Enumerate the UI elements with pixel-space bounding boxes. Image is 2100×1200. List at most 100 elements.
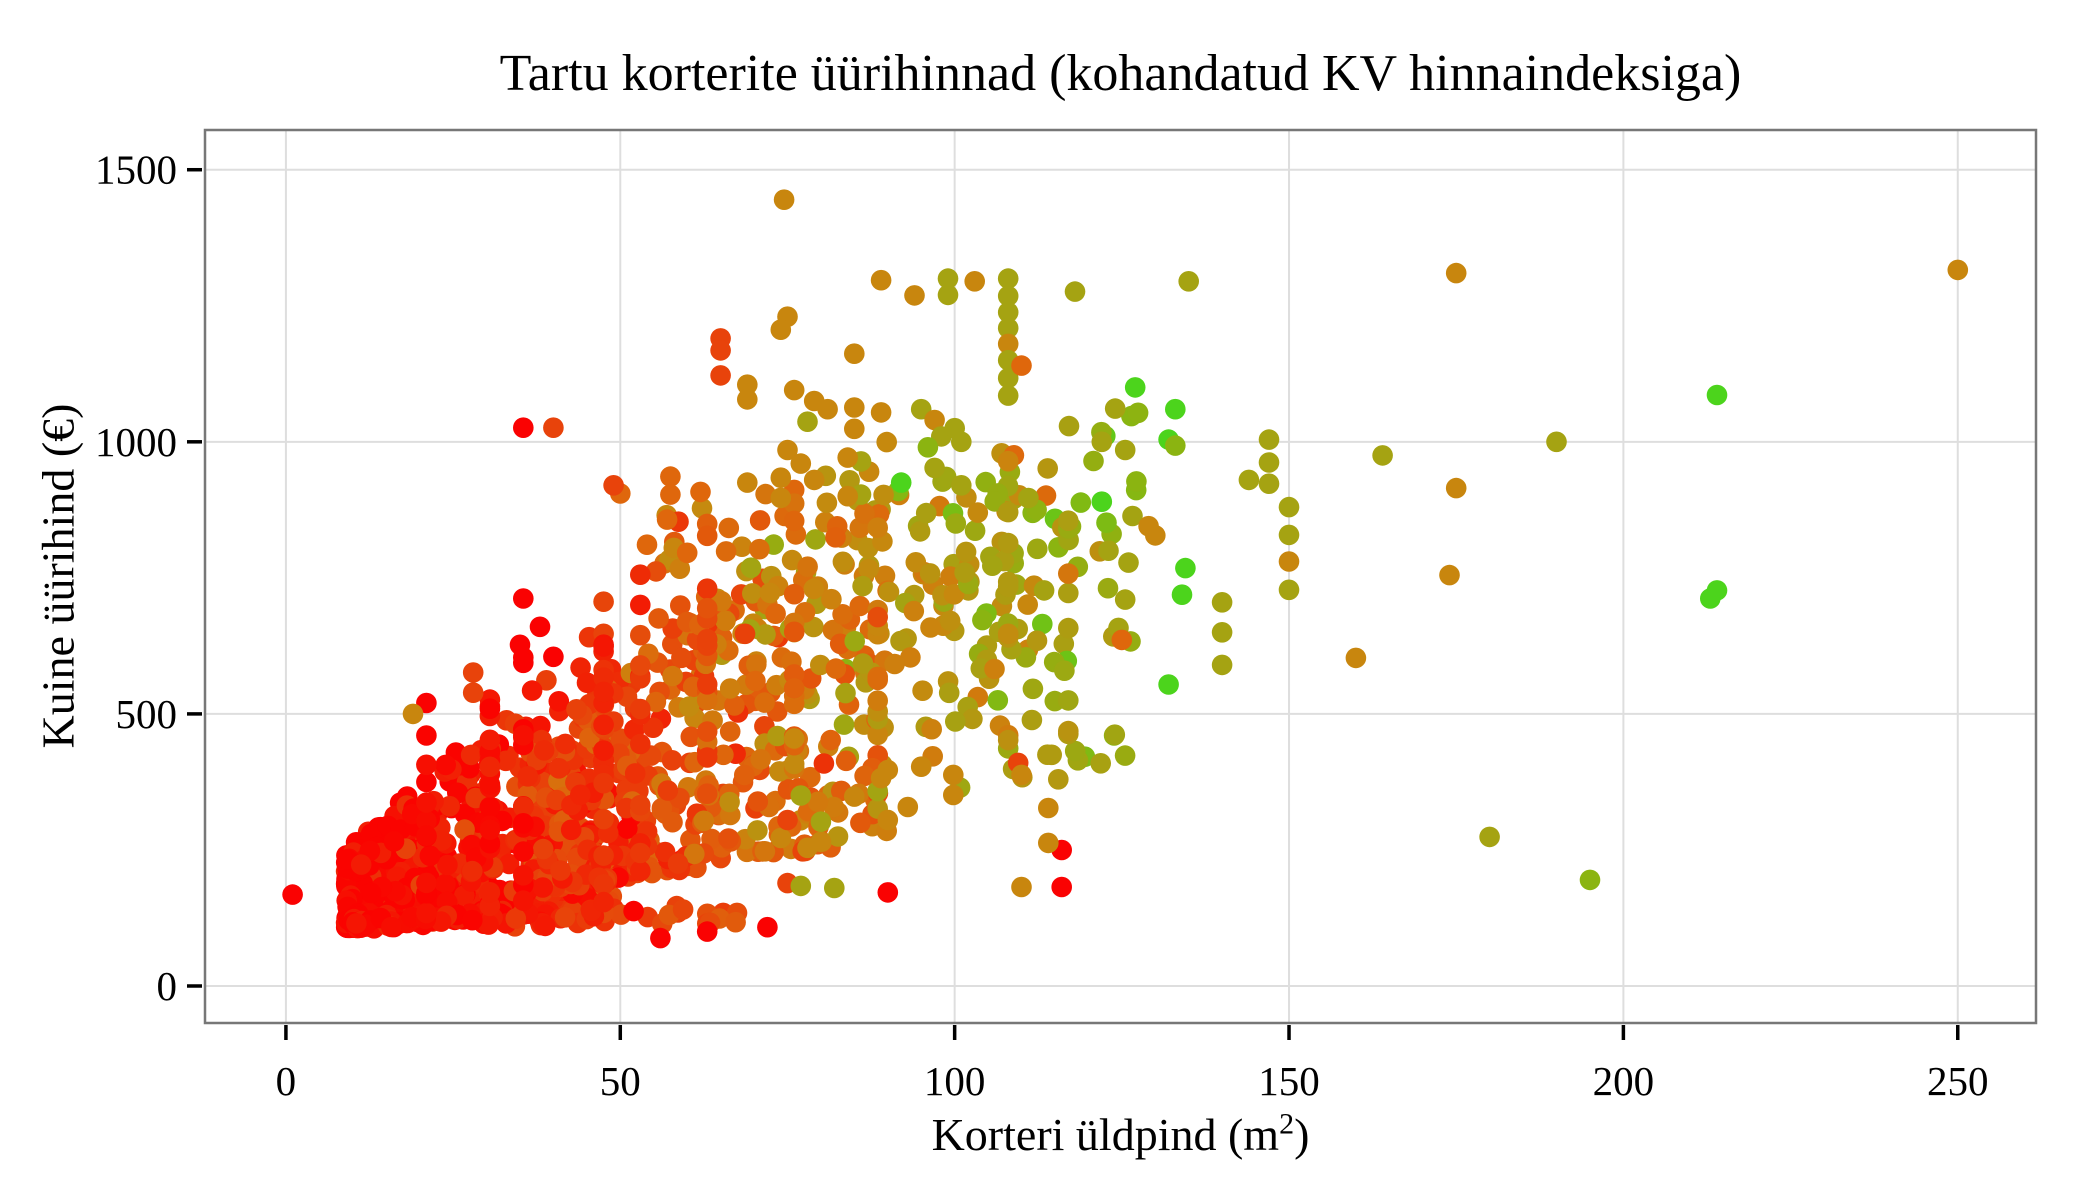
data-point	[498, 853, 520, 875]
data-point	[825, 527, 846, 548]
data-point	[781, 549, 803, 571]
data-point	[817, 398, 838, 420]
data-point	[1278, 496, 1300, 518]
data-point	[997, 501, 1019, 523]
data-point	[479, 797, 501, 818]
data-point	[554, 907, 576, 928]
data-point	[821, 588, 842, 610]
data-point	[1706, 384, 1728, 406]
data-point	[479, 819, 501, 840]
data-point	[1114, 589, 1136, 610]
data-point	[877, 882, 899, 903]
data-point	[964, 271, 985, 292]
data-point	[1054, 660, 1075, 681]
data-point	[783, 510, 805, 532]
data-point	[909, 521, 931, 542]
x-axis-title: Korteri üldpind (m2)	[205, 1108, 2036, 1161]
data-point	[876, 431, 897, 453]
data-point	[350, 854, 372, 875]
data-point	[630, 698, 651, 720]
data-point	[1124, 377, 1146, 398]
data-point	[416, 902, 437, 924]
data-point	[972, 609, 993, 631]
data-point	[462, 909, 483, 931]
data-point	[1091, 431, 1113, 453]
data-point	[1211, 622, 1233, 643]
data-point	[1011, 355, 1032, 376]
data-point	[749, 510, 771, 531]
data-point	[1096, 512, 1117, 533]
data-point	[903, 600, 925, 622]
data-point	[715, 541, 737, 562]
data-point	[1033, 580, 1055, 601]
data-point	[810, 654, 831, 676]
data-point	[905, 552, 927, 573]
data-point	[997, 285, 1019, 307]
data-point	[777, 809, 798, 831]
data-point	[790, 453, 812, 474]
data-point	[381, 916, 402, 938]
data-point	[513, 813, 534, 834]
data-point	[660, 466, 681, 487]
data-point	[710, 340, 731, 361]
data-point	[593, 667, 614, 688]
data-point	[810, 831, 832, 853]
data-point	[696, 783, 718, 804]
data-point	[731, 536, 753, 557]
data-point	[987, 690, 1009, 711]
data-point	[770, 827, 792, 849]
data-point	[1175, 557, 1196, 579]
data-point	[513, 417, 534, 439]
data-point	[416, 771, 437, 793]
data-point	[1211, 592, 1233, 613]
y-axis-title: Kuine üürihind (€)	[32, 403, 84, 749]
data-point	[945, 513, 967, 534]
data-point	[719, 791, 740, 813]
data-point	[984, 658, 1005, 680]
data-point	[877, 809, 899, 831]
data-point	[745, 670, 766, 692]
data-point	[1011, 764, 1032, 786]
data-point	[670, 595, 691, 616]
data-point	[1011, 876, 1032, 898]
data-point	[783, 678, 805, 699]
data-point	[747, 820, 768, 841]
data-point	[810, 811, 832, 832]
data-point	[1083, 450, 1104, 472]
data-point	[833, 714, 855, 735]
data-point	[1032, 613, 1053, 635]
data-point	[867, 724, 888, 746]
data-point	[943, 784, 964, 806]
data-point	[1947, 259, 1969, 281]
data-point	[416, 725, 437, 746]
data-point	[479, 774, 501, 795]
data-point	[1258, 429, 1280, 450]
data-point	[1022, 678, 1044, 700]
data-point	[759, 582, 781, 604]
data-point	[1258, 452, 1280, 473]
data-point	[767, 725, 788, 747]
data-point	[824, 877, 845, 899]
data-point	[749, 538, 770, 560]
data-point	[854, 765, 875, 787]
data-point	[939, 610, 961, 632]
data-point	[1111, 629, 1133, 651]
data-point	[532, 838, 554, 860]
data-point	[696, 689, 718, 711]
data-point	[844, 786, 865, 807]
data-point	[690, 481, 711, 503]
data-point	[997, 302, 1019, 323]
data-point	[662, 811, 683, 833]
data-point	[479, 729, 501, 751]
data-point	[1118, 552, 1139, 573]
data-point	[416, 825, 437, 846]
data-point	[1091, 491, 1113, 512]
data-point	[505, 908, 527, 929]
data-point	[770, 319, 792, 341]
data-point	[536, 670, 557, 691]
data-point	[696, 921, 718, 942]
data-point	[696, 747, 718, 768]
data-point	[593, 636, 614, 657]
data-point	[1700, 588, 1721, 609]
